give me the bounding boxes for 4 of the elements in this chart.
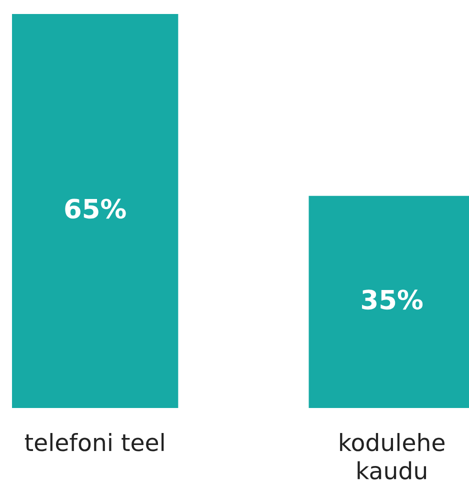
data-label: 35% xyxy=(362,290,423,310)
x-tick-label: telefoni teel xyxy=(24,433,164,452)
x-tick-label: kodulehe kaudu xyxy=(340,433,444,480)
data-label: 65% xyxy=(65,198,126,219)
